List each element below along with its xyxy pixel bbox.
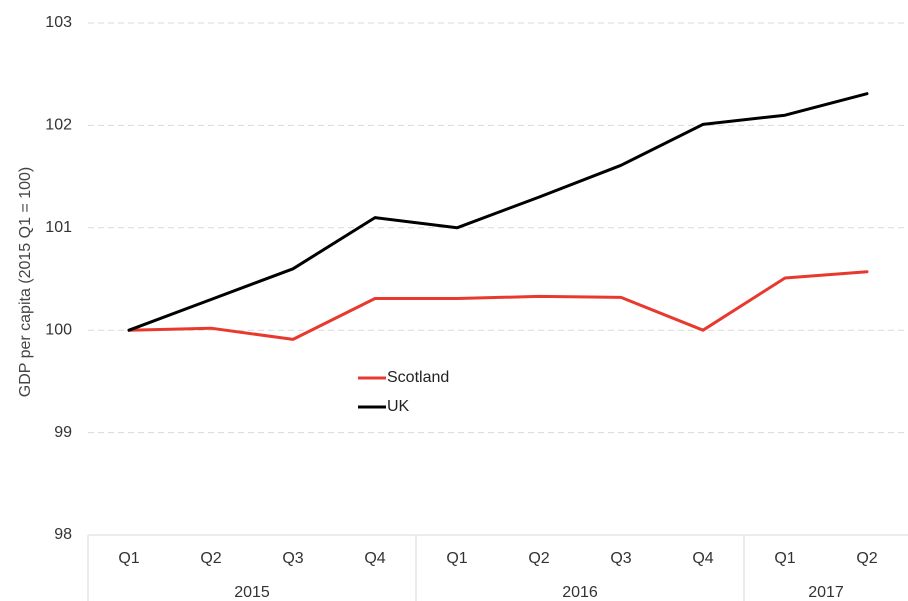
x-tick-label: Q4 — [364, 550, 385, 567]
series-line-scotland — [127, 270, 869, 341]
x-axis: Q1 Q2 Q3 Q4 Q1 Q2 Q3 Q4 Q1 Q2 2015 2016 2017 — [87, 534, 908, 601]
series-line-uk — [127, 92, 869, 332]
x-tick-label: Q1 — [446, 550, 467, 567]
y-tick-label: 99 — [54, 424, 72, 441]
year-label: 2017 — [808, 584, 844, 601]
year-label: 2015 — [234, 584, 270, 601]
x-tick-label: Q2 — [200, 550, 221, 567]
y-tick-label: 102 — [45, 117, 72, 134]
legend-label-scotland: Scotland — [387, 369, 449, 386]
x-tick-label: Q1 — [118, 550, 139, 567]
y-tick-label: 98 — [54, 526, 72, 543]
y-tick-label: 103 — [45, 14, 72, 31]
y-tick-label: 100 — [45, 321, 72, 338]
y-axis-ticks: 98 99 100 101 102 103 — [45, 14, 72, 543]
x-tick-label: Q2 — [856, 550, 877, 567]
x-tick-label: Q3 — [610, 550, 631, 567]
series-lines — [127, 92, 869, 341]
x-tick-label: Q1 — [774, 550, 795, 567]
x-tick-label: Q3 — [282, 550, 303, 567]
grid-lines — [88, 22, 908, 434]
x-tick-label: Q2 — [528, 550, 549, 567]
legend-label-uk: UK — [387, 398, 410, 415]
x-tick-label: Q4 — [692, 550, 713, 567]
y-tick-label: 101 — [45, 219, 72, 236]
year-label: 2016 — [562, 584, 598, 601]
legend: Scotland UK — [358, 369, 449, 415]
y-axis-title: GDP per capita (2015 Q1 = 100) — [17, 167, 34, 398]
